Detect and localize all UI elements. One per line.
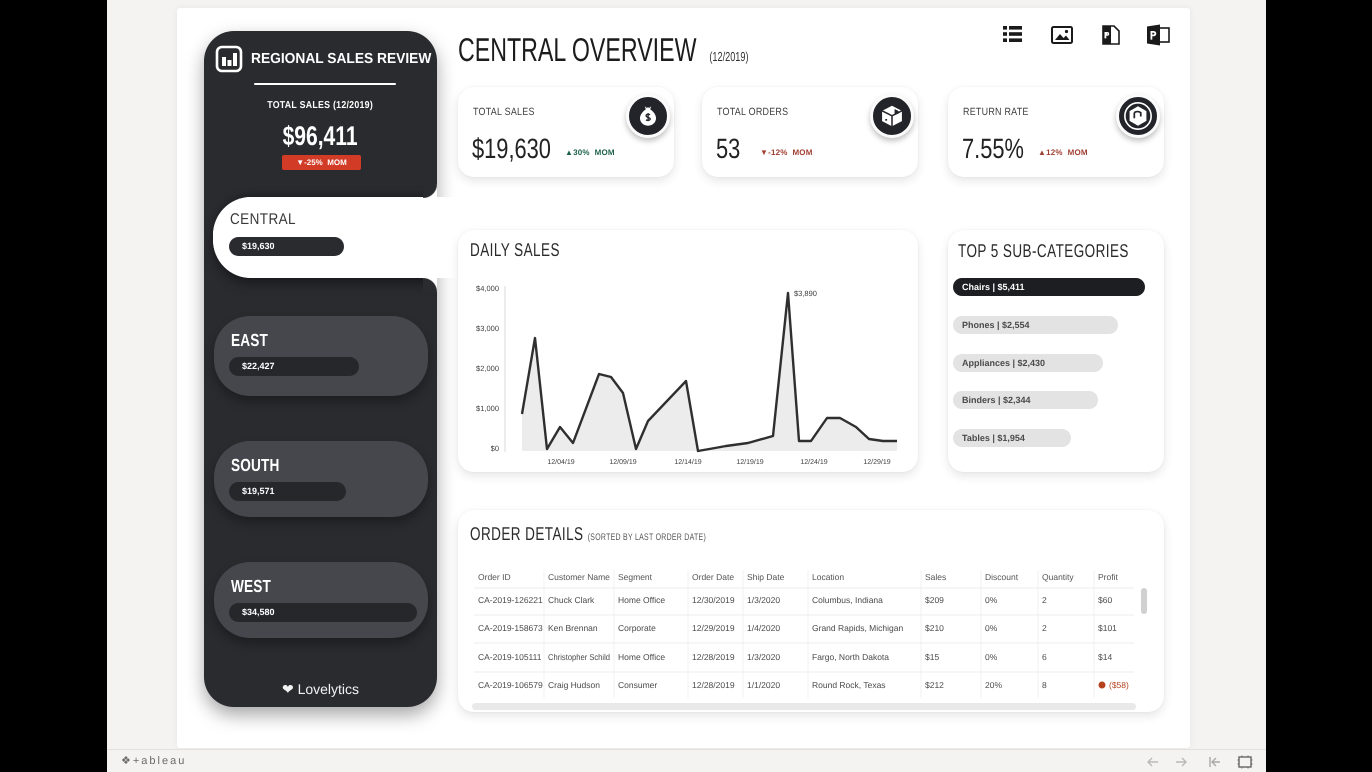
svg-text:Fargo, North Dakota: Fargo, North Dakota — [812, 652, 889, 662]
svg-text:2: 2 — [1042, 623, 1047, 633]
svg-text:$209: $209 — [925, 595, 944, 605]
svg-text:$4,000: $4,000 — [476, 284, 499, 293]
svg-text:Ship Date: Ship Date — [747, 572, 785, 582]
svg-text:CA-2019-126221: CA-2019-126221 — [478, 595, 543, 605]
svg-text:$14: $14 — [1098, 652, 1112, 662]
svg-text:$0: $0 — [491, 444, 499, 453]
svg-text:CA-2019-106579: CA-2019-106579 — [478, 680, 543, 690]
svg-text:2: 2 — [1042, 595, 1047, 605]
svg-text:8: 8 — [1042, 680, 1047, 690]
svg-text:12/19/19: 12/19/19 — [736, 458, 763, 466]
svg-text:CA-2019-105111: CA-2019-105111 — [478, 652, 542, 662]
svg-text:Grand Rapids, Michigan: Grand Rapids, Michigan — [812, 623, 903, 633]
svg-text:$1,000: $1,000 — [476, 404, 499, 413]
svg-text:Order ID: Order ID — [478, 572, 511, 582]
svg-text:12/28/2019: 12/28/2019 — [692, 652, 735, 662]
svg-text:1/4/2020: 1/4/2020 — [747, 623, 780, 633]
svg-text:Segment: Segment — [618, 572, 653, 582]
svg-text:Round Rock, Texas: Round Rock, Texas — [812, 680, 886, 690]
svg-text:Customer Name: Customer Name — [548, 572, 610, 582]
svg-text:Order Date: Order Date — [692, 572, 734, 582]
svg-text:$210: $210 — [925, 623, 944, 633]
svg-text:20%: 20% — [985, 680, 1002, 690]
svg-text:$60: $60 — [1098, 595, 1112, 605]
svg-text:$2,000: $2,000 — [476, 364, 499, 373]
svg-text:$212: $212 — [925, 680, 944, 690]
svg-text:0%: 0% — [985, 652, 998, 662]
svg-text:Columbus, Indiana: Columbus, Indiana — [812, 595, 883, 605]
svg-text:Corporate: Corporate — [618, 623, 656, 633]
svg-text:12/29/19: 12/29/19 — [863, 458, 890, 466]
svg-text:Discount: Discount — [985, 572, 1019, 582]
svg-text:Ken Brennan: Ken Brennan — [548, 623, 598, 633]
svg-text:Profit: Profit — [1098, 572, 1118, 582]
svg-text:0%: 0% — [985, 595, 998, 605]
svg-text:12/28/2019: 12/28/2019 — [692, 680, 735, 690]
svg-text:Home Office: Home Office — [618, 595, 665, 605]
svg-text:Consumer: Consumer — [618, 680, 657, 690]
svg-text:6: 6 — [1042, 652, 1047, 662]
svg-text:12/09/19: 12/09/19 — [609, 458, 636, 466]
svg-text:($58): ($58) — [1109, 680, 1129, 690]
svg-text:$3,000: $3,000 — [476, 324, 499, 333]
svg-text:12/14/19: 12/14/19 — [674, 458, 701, 466]
svg-text:12/30/2019: 12/30/2019 — [692, 595, 735, 605]
svg-text:Sales: Sales — [925, 572, 946, 582]
svg-text:$101: $101 — [1098, 623, 1117, 633]
svg-text:0%: 0% — [985, 623, 998, 633]
svg-text:12/04/19: 12/04/19 — [547, 458, 574, 466]
svg-text:12/29/2019: 12/29/2019 — [692, 623, 735, 633]
svg-text:Home Office: Home Office — [618, 652, 665, 662]
svg-text:Craig Hudson: Craig Hudson — [548, 680, 600, 690]
svg-text:$3,890: $3,890 — [794, 289, 817, 298]
svg-text:Christopher Schild: Christopher Schild — [548, 652, 610, 662]
svg-text:Chuck Clark: Chuck Clark — [548, 595, 595, 605]
svg-text:Location: Location — [812, 572, 844, 582]
svg-text:12/24/19: 12/24/19 — [800, 458, 827, 466]
svg-text:1/3/2020: 1/3/2020 — [747, 595, 780, 605]
svg-text:Quantity: Quantity — [1042, 572, 1074, 582]
svg-text:1/1/2020: 1/1/2020 — [747, 680, 780, 690]
svg-text:$15: $15 — [925, 652, 939, 662]
svg-text:CA-2019-158673: CA-2019-158673 — [478, 623, 543, 633]
svg-text:1/3/2020: 1/3/2020 — [747, 652, 780, 662]
